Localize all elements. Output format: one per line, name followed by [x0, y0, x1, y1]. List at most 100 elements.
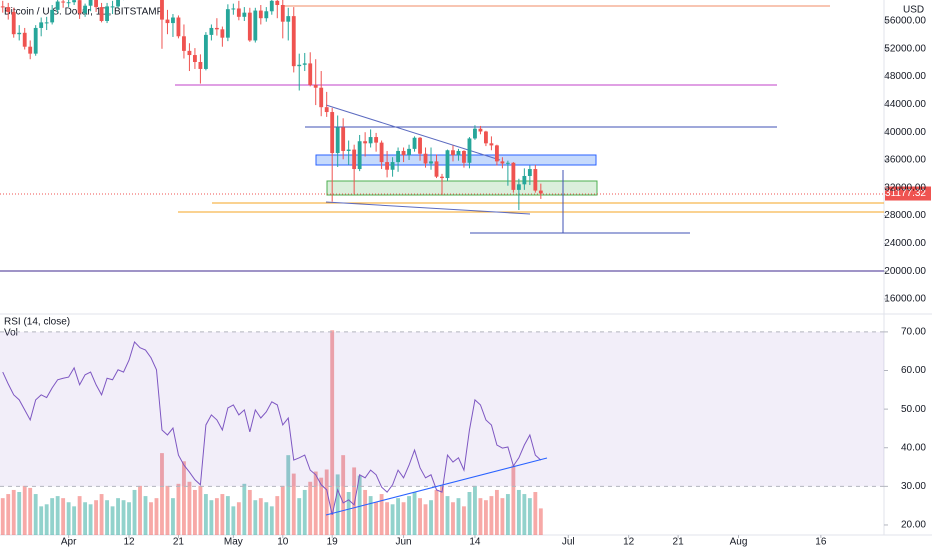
volume-bar [242, 483, 247, 535]
candle-body [209, 27, 214, 35]
volume-bar [258, 498, 263, 535]
volume-bar [335, 474, 340, 535]
zone [315, 154, 597, 166]
volume-bar [33, 494, 38, 535]
candle-body [456, 150, 461, 156]
trendline [325, 201, 531, 215]
volume-bar [0, 498, 5, 535]
volume-bar [473, 485, 477, 535]
volume-bar [149, 502, 153, 535]
x-tick-label: 21 [173, 537, 185, 548]
y-tick-label: 56000.00 [884, 16, 926, 27]
volume-bar [286, 455, 291, 535]
last-price-label: 31177.32 [885, 188, 926, 199]
candle-body [516, 184, 521, 190]
volume-bar [182, 461, 186, 535]
volume-bar [522, 494, 527, 535]
candle-body [423, 153, 428, 164]
candle-body [165, 19, 170, 24]
volume-bar [121, 500, 126, 535]
y-tick-label: 36000.00 [884, 155, 926, 166]
x-tick-label: 12 [123, 537, 135, 548]
volume-bar [264, 502, 269, 535]
y-tick-label: 20000.00 [884, 266, 926, 277]
volume-bar [401, 502, 406, 535]
candle-body [99, 7, 104, 21]
candle-body [341, 127, 346, 151]
volume-bar [478, 498, 483, 535]
volume-bar [324, 469, 329, 535]
volume-bar [533, 492, 538, 535]
volume-bar [368, 496, 373, 535]
volume-bar [88, 504, 93, 535]
volume-bar [127, 502, 131, 535]
volume-bar [22, 485, 27, 535]
volume-bar [17, 492, 22, 535]
last-price-tag [885, 186, 931, 201]
candle-body [236, 8, 241, 17]
candle-body [258, 10, 263, 19]
volume-bar [462, 506, 466, 535]
candle-body [72, 0, 77, 3]
candle-body [61, 1, 66, 3]
candle-body [6, 7, 11, 12]
candle-body [203, 34, 208, 69]
candle-body [396, 150, 400, 163]
volume-bar [176, 483, 181, 535]
y-tick-label: 20.00 [901, 520, 926, 531]
x-tick-label: 19 [327, 537, 339, 548]
candle-body [280, 5, 285, 22]
candle-body [247, 12, 252, 41]
volume-bar [352, 467, 357, 535]
volume-bar [434, 489, 439, 535]
volume-bar [28, 487, 33, 535]
volume-bar [440, 485, 444, 535]
rsi-line [2, 340, 542, 516]
candle-body [297, 64, 302, 67]
volume-bar [445, 496, 450, 535]
volume-bar [77, 496, 82, 535]
volume-bar [341, 455, 346, 535]
volume-bar [484, 500, 488, 535]
x-tick-label: 14 [469, 537, 481, 548]
volume-bar [11, 489, 16, 535]
vol-title: Vol [4, 328, 18, 339]
x-tick-label: Apr [61, 537, 77, 548]
volume-bar [44, 504, 49, 535]
candle-body [66, 2, 71, 4]
candle-body [39, 22, 44, 28]
candle-body [105, 6, 109, 21]
volume-bar [451, 502, 455, 535]
volume-bar [467, 492, 472, 535]
candle-body [88, 0, 93, 6]
volume-bar [99, 494, 104, 535]
volume-bar [214, 498, 219, 535]
volume-bar [313, 471, 318, 535]
y-tick-label: 32000.00 [884, 182, 926, 193]
candle-body [11, 11, 16, 35]
candle-body [462, 150, 466, 163]
candle-body [44, 22, 49, 24]
volume-bar [187, 481, 192, 535]
candle-body [379, 142, 384, 163]
candle-body [171, 17, 175, 24]
volume-bar [423, 504, 428, 535]
y-tick-label: 24000.00 [884, 238, 926, 249]
candle-body [182, 36, 186, 51]
candles [0, 0, 543, 211]
y-tick-label: 50.00 [901, 404, 926, 415]
volume-bar [203, 494, 208, 535]
candle-body [50, 9, 55, 23]
volume-bar [110, 506, 115, 535]
candle-body [231, 8, 236, 10]
volume-bar [247, 489, 252, 535]
candle-body [116, 0, 120, 7]
volume-bar [209, 500, 214, 535]
volume-bar [231, 506, 236, 535]
candle-body [527, 169, 532, 176]
candle-body [418, 137, 422, 154]
candle-body [286, 16, 291, 22]
y-tick-label: 70.00 [901, 327, 926, 338]
volume-bar [291, 473, 296, 535]
volume-bar [253, 500, 258, 535]
